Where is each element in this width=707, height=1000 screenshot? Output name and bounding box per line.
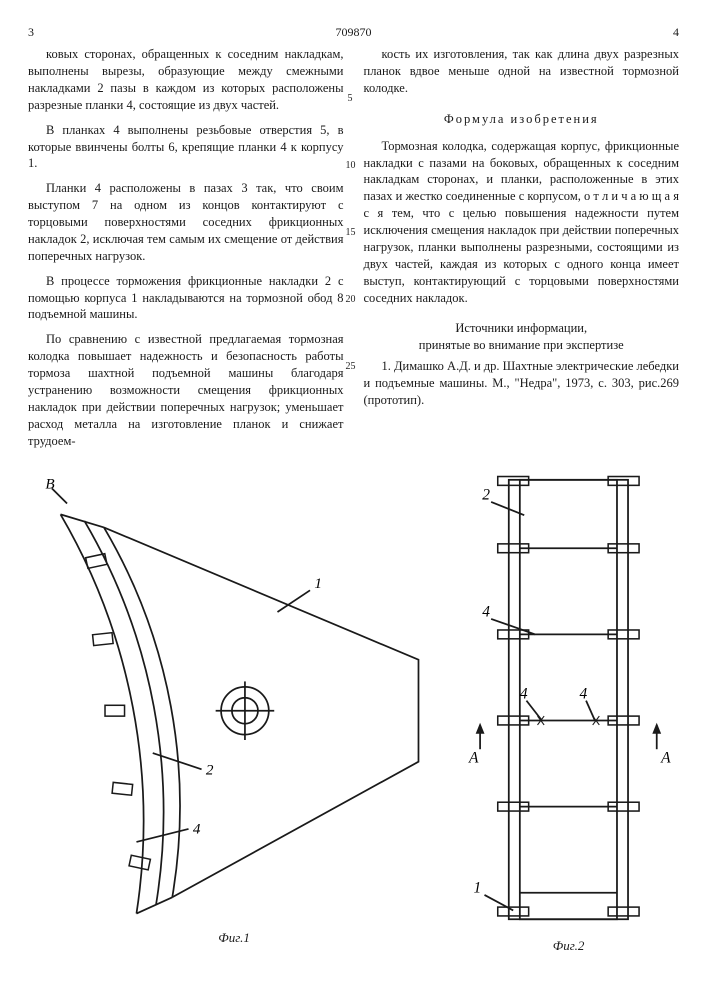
- line-marker: 5: [348, 92, 353, 106]
- paragraph: В процессе торможения фрикционные наклад…: [28, 273, 344, 324]
- right-column: кость их изготовления, так как длина дву…: [364, 46, 680, 457]
- page-header: 3 709870 4: [28, 24, 679, 40]
- reference-paragraph: 1. Димашко А.Д. и др. Шахтные электричес…: [364, 358, 680, 409]
- left-column: ковых сторонах, обращенных к соседним на…: [28, 46, 344, 457]
- figure-2-label: Фиг.2: [458, 937, 679, 955]
- line-marker: 10: [346, 159, 356, 173]
- callout-2: 2: [206, 762, 214, 779]
- paragraph: ковых сторонах, обращенных к соседним на…: [28, 46, 344, 114]
- callout-1: 1: [314, 576, 322, 593]
- section-A-left: A: [468, 750, 479, 767]
- callout-4b: 4: [580, 686, 588, 703]
- paragraph: Планки 4 расположены в пазах 3 так, что …: [28, 180, 344, 264]
- paragraph: По сравнению с известной предлагаемая то…: [28, 331, 344, 449]
- figure-2: 2 4 4 4 A A 1 Фиг.2: [458, 471, 679, 954]
- line-marker: 20: [346, 293, 356, 307]
- text-columns: ковых сторонах, обращенных к соседним на…: [28, 46, 679, 457]
- figure-1-label: Фиг.1: [28, 929, 440, 947]
- section-A-right: A: [660, 750, 671, 767]
- col-left-num: 3: [28, 24, 34, 40]
- sources-heading: Источники информации, принятые во вниман…: [364, 320, 680, 354]
- line-marker: 25: [346, 360, 356, 374]
- paragraph: кость их изготовления, так как длина дву…: [364, 46, 680, 97]
- callout-4: 4: [193, 821, 201, 838]
- callout-1: 1: [474, 880, 482, 897]
- callout-4a: 4: [482, 604, 490, 621]
- patent-number: 709870: [336, 24, 372, 40]
- figure-1-svg: B 1 2 4: [28, 471, 440, 927]
- callout-4b-left: 4: [520, 686, 528, 703]
- callout-2: 2: [482, 487, 490, 504]
- callout-B: B: [45, 476, 54, 493]
- paragraph: В планках 4 выполнены резьбовые отверсти…: [28, 122, 344, 173]
- claim-paragraph: Тормозная колодка, содержащая корпус, фр…: [364, 138, 680, 307]
- figures-row: B 1 2 4 Фиг.1: [28, 471, 679, 954]
- figure-1: B 1 2 4 Фиг.1: [28, 471, 440, 954]
- formula-heading: Формула изобретения: [364, 111, 680, 128]
- col-right-num: 4: [673, 24, 679, 40]
- line-marker: 15: [346, 226, 356, 240]
- figure-2-svg: 2 4 4 4 A A 1: [458, 471, 679, 935]
